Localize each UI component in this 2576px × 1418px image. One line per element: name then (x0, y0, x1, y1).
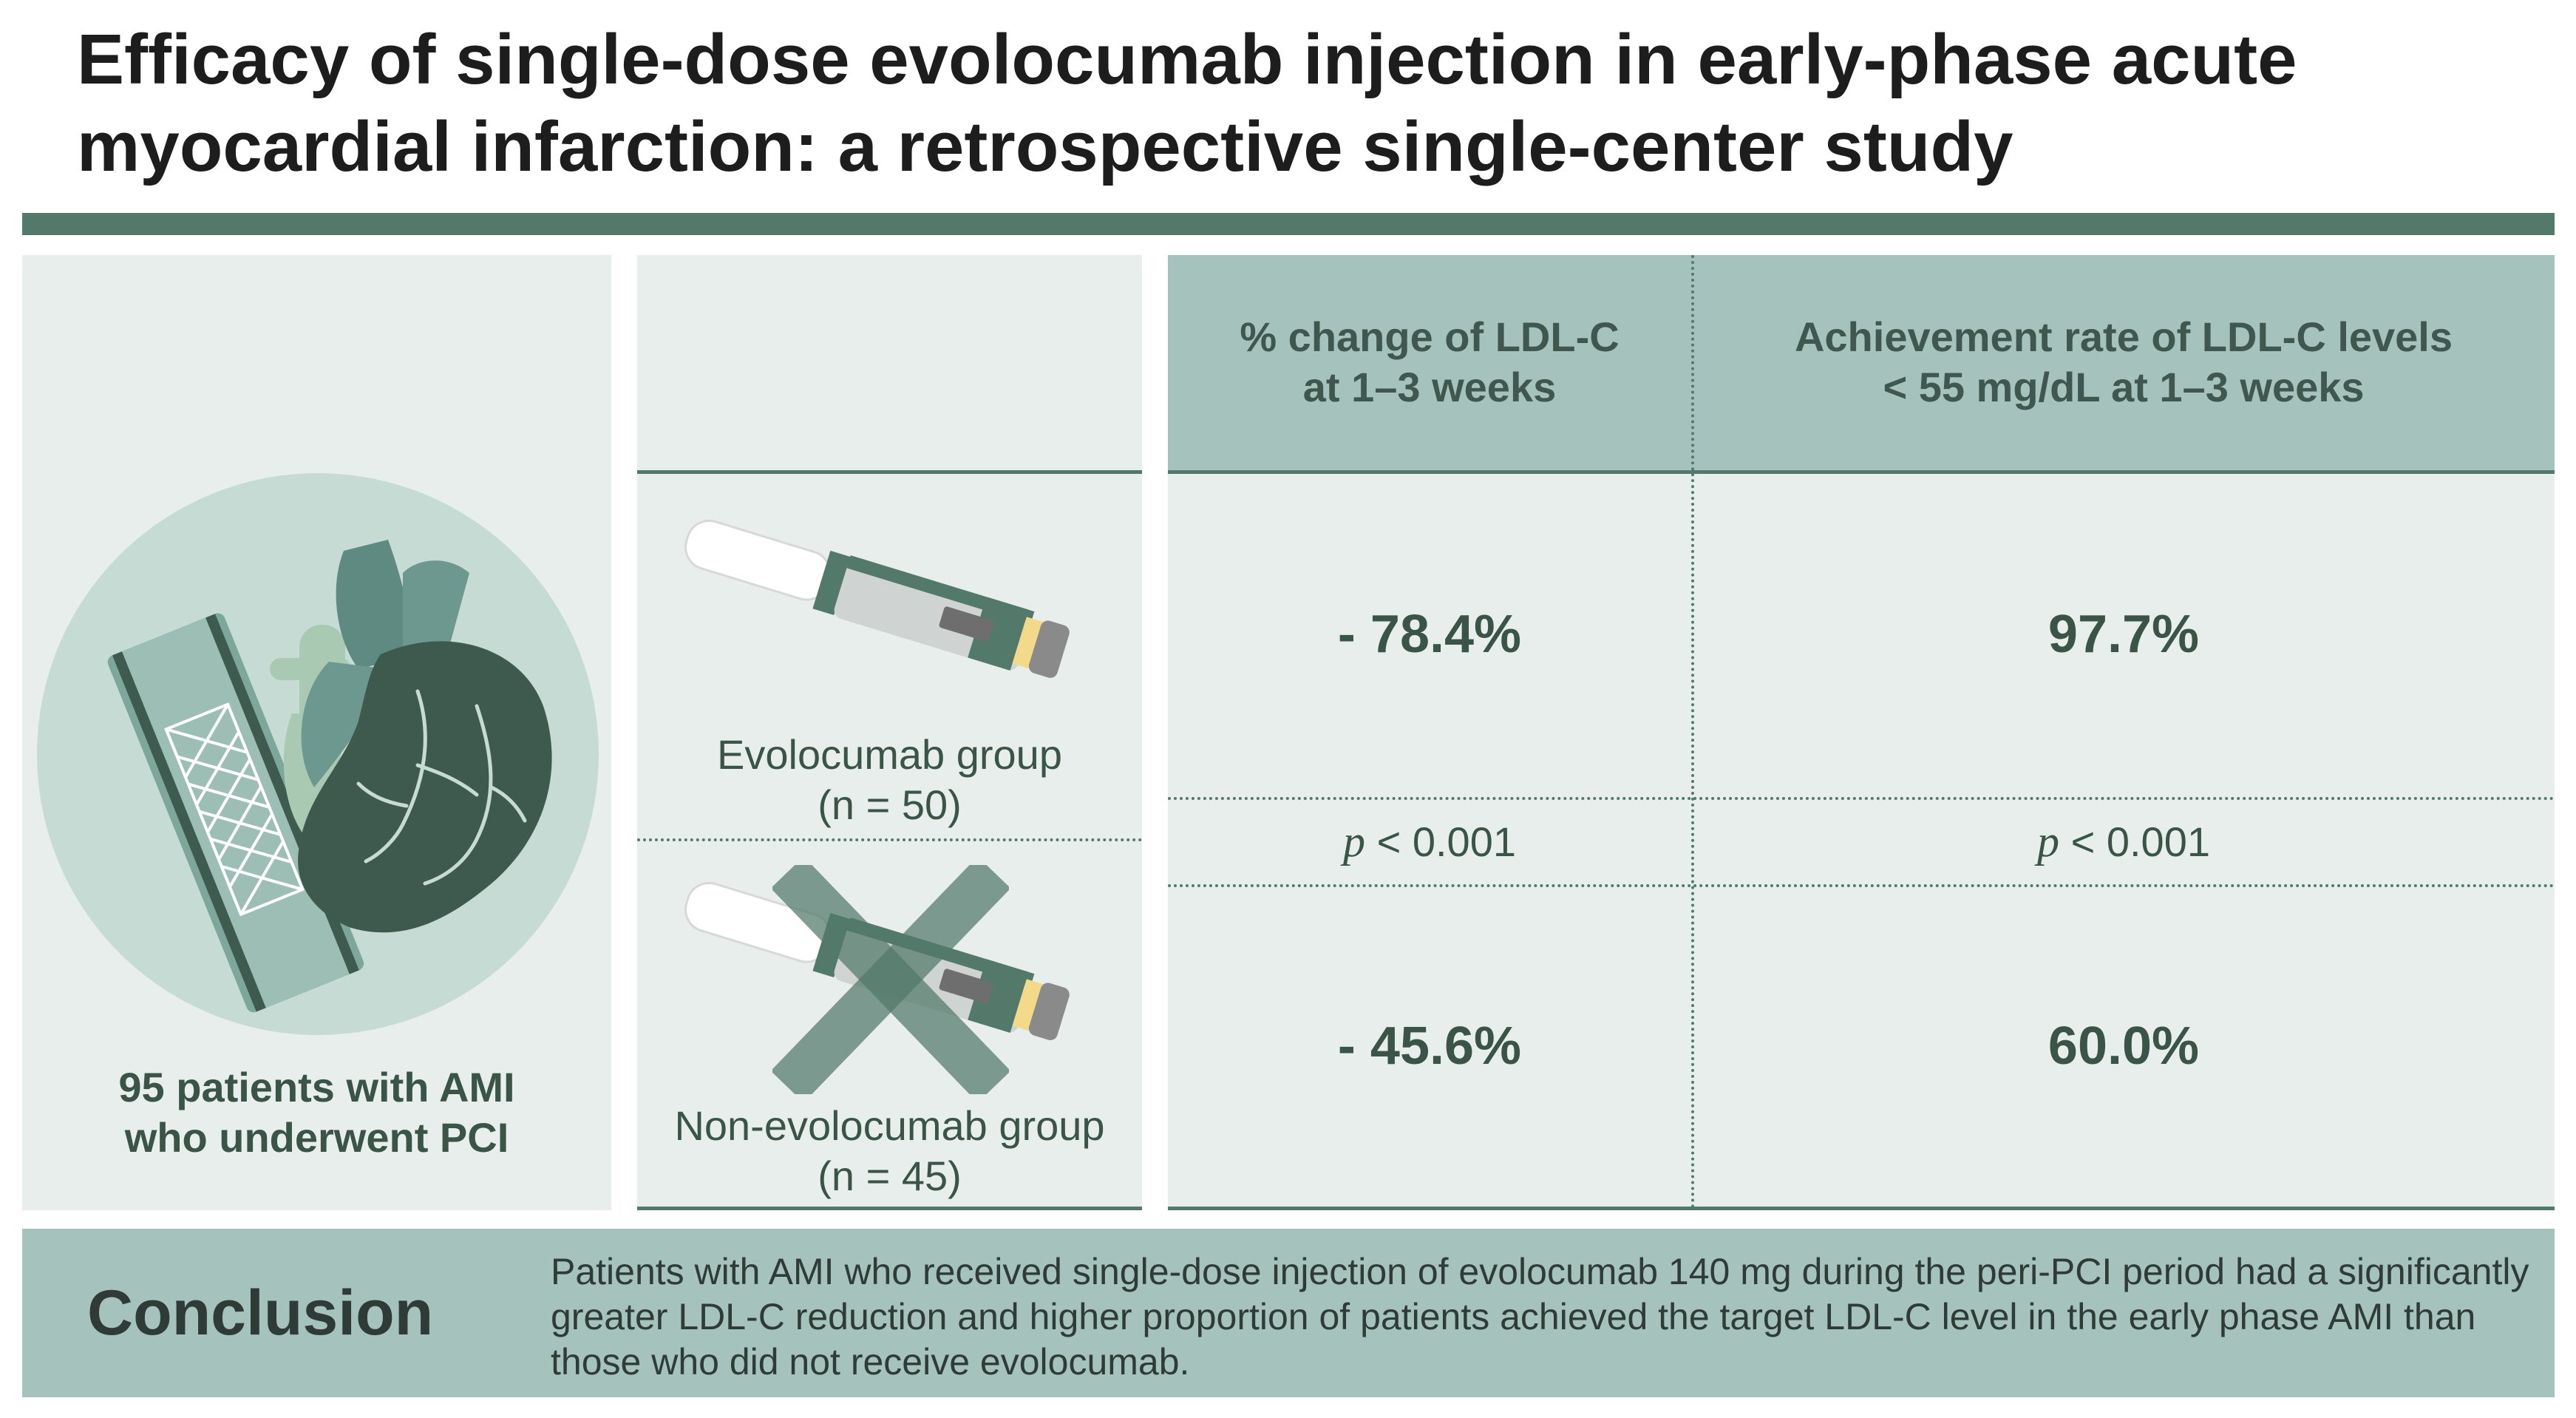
population-label: 95 patients with AMI who underwent PCI (22, 1057, 611, 1168)
achievement-header-line-2: < 55 mg/dL at 1–3 weeks (1883, 364, 2365, 410)
groups-panel (637, 255, 1142, 1210)
achievement-header-line-1: Achievement rate of LDL-C levels (1794, 313, 2453, 360)
table-column-divider (1691, 255, 1694, 1209)
evolocumab-achievement: 97.7% (2047, 604, 2200, 664)
table-header-line (1168, 470, 2555, 474)
table-bottom-line (1168, 1207, 2555, 1210)
conclusion-label: Conclusion (87, 1277, 434, 1349)
ldl-change-header-line-2: at 1–3 weeks (1302, 364, 1557, 410)
non-evolocumab-group-n: (n = 45) (818, 1153, 962, 1199)
achievement-p: < 0.001 (2070, 818, 2210, 865)
table-row-divider-1 (1168, 797, 2555, 800)
evolocumab-ldl-change: - 78.4% (1337, 604, 1522, 664)
conclusion-box (22, 1229, 2555, 1397)
ldl-change-p: < 0.001 (1376, 818, 1516, 865)
non-evolocumab-achievement: 60.0% (2047, 1017, 2200, 1076)
groups-bottom-line (637, 1207, 1142, 1210)
achievement-header: Achievement rate of LDL-C levels < 55 mg… (1693, 255, 2555, 469)
ldl-change-p-value: p < 0.001 (1168, 800, 1691, 883)
title-line-2: myocardial infarction: a retrospective s… (77, 107, 2013, 186)
title-line-1: Efficacy of single-dose evolocumab injec… (77, 20, 2297, 99)
groups-divider (637, 838, 1142, 841)
evolocumab-group-n: (n = 50) (818, 781, 962, 828)
cross-mark-icon (772, 865, 1009, 1094)
ldl-change-header-line-1: % change of LDL-C (1240, 313, 1620, 360)
groups-header-line (637, 470, 1142, 474)
title-divider (22, 213, 2555, 235)
non-evolocumab-group-name: Non-evolocumab group (674, 1102, 1105, 1149)
population-line-1: 95 patients with AMI (118, 1064, 515, 1110)
heart-stent-icon (37, 473, 599, 1035)
achievement-p-value: p < 0.001 (1693, 800, 2555, 883)
table-row-divider-2 (1168, 884, 2555, 887)
results-table-header (1168, 255, 2555, 473)
population-line-2: who underwent PCI (124, 1114, 509, 1161)
conclusion-text: Patients with AMI who received single-do… (551, 1251, 2529, 1383)
non-evolocumab-ldl-change: - 45.6% (1337, 1017, 1522, 1076)
page-title: Efficacy of single-dose evolocumab injec… (77, 16, 2516, 191)
p-symbol: p (1343, 816, 1366, 866)
evolocumab-group-label: Evolocumab group (n = 50) (637, 728, 1142, 832)
non-evolocumab-group-label: Non-evolocumab group (n = 45) (637, 1099, 1142, 1203)
p-symbol: p (2037, 816, 2060, 866)
evolocumab-group-name: Evolocumab group (717, 731, 1062, 778)
ldl-change-header: % change of LDL-C at 1–3 weeks (1168, 255, 1691, 469)
injection-pen-icon (684, 519, 1070, 678)
